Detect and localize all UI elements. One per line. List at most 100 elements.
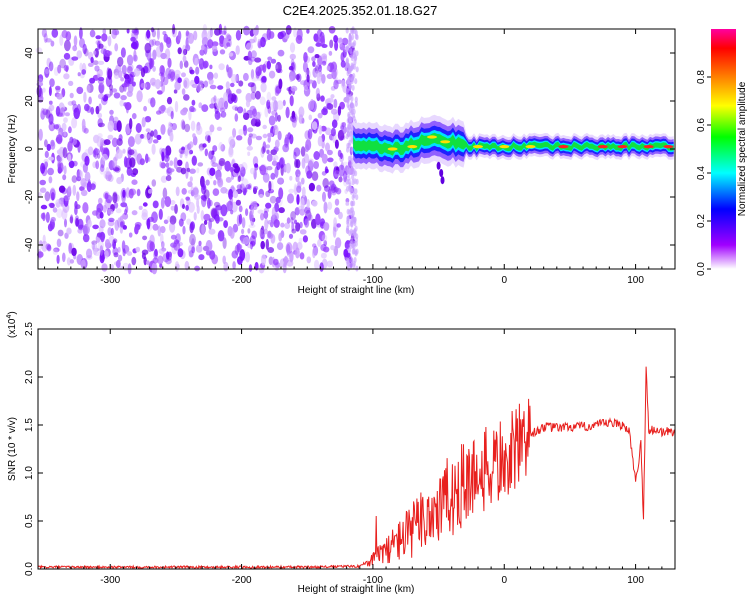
spectrogram-noise-cell xyxy=(264,218,269,230)
spectrogram-noise-cell xyxy=(330,94,335,99)
spectrogram-noise-cell xyxy=(261,254,267,266)
spectrogram-noise-cell xyxy=(65,65,69,73)
spectrogram-noise-cell xyxy=(187,181,193,188)
spectrogram-noise-cell xyxy=(243,188,248,193)
spectrogram-noise-cell xyxy=(161,151,165,162)
spectrogram-noise-cell xyxy=(39,179,46,186)
spectrogram-noise-cell xyxy=(93,134,100,144)
spectrogram-noise-cell xyxy=(208,78,214,85)
spectrogram-noise-cell xyxy=(238,213,243,225)
spectrogram-noise-cell xyxy=(337,129,345,141)
spectrogram-noise-cell xyxy=(56,93,63,100)
spectrogram-noise-cell xyxy=(212,145,218,152)
spectrogram-noise-cell xyxy=(308,114,313,121)
spectrogram-noise-cell xyxy=(191,246,196,254)
spectrogram-noise-cell xyxy=(48,202,55,207)
spectrogram-noise-cell xyxy=(223,92,229,104)
signal-peak xyxy=(440,140,451,144)
spectrogram-noise-cell xyxy=(353,231,357,238)
spectrogram-noise-cell xyxy=(306,170,313,179)
spectrogram-noise-cell xyxy=(139,134,145,139)
spectrogram-noise-cell xyxy=(77,228,83,234)
spectrogram-noise-cell xyxy=(44,139,48,148)
spectrogram-noise-cell xyxy=(42,87,46,93)
spectrogram-noise-cell xyxy=(301,186,306,198)
spectrogram-noise-cell xyxy=(190,120,196,131)
spectrogram-noise-cell xyxy=(218,63,225,71)
spectrogram-noise-cell xyxy=(334,139,339,149)
spectrogram-noise-cell xyxy=(146,260,150,265)
spectrogram-noise-cell xyxy=(249,235,256,248)
spectrogram-noise-cell xyxy=(114,165,121,173)
spectrogram-noise-cell xyxy=(295,169,301,178)
spectrogram-noise-cell xyxy=(161,247,167,252)
spectrogram-noise-cell xyxy=(209,167,216,176)
spectrogram-noise-cell xyxy=(144,62,152,74)
spectrogram-noise-cell xyxy=(247,243,253,249)
spectrogram-noise-cell xyxy=(135,246,141,253)
spectrogram-noise-cell xyxy=(68,242,73,254)
spectrogram-noise-cell xyxy=(352,200,356,207)
spectrogram-noise-cell xyxy=(295,159,301,169)
spectrogram-noise-cell xyxy=(56,149,63,155)
spectrogram-noise-cell xyxy=(79,27,83,40)
spectrogram-noise-cell xyxy=(347,246,352,253)
x-tick-label: 100 xyxy=(627,275,644,286)
signal-peak xyxy=(525,145,536,149)
spectrogram-noise-cell xyxy=(135,123,142,133)
spectrogram-noise-cell xyxy=(209,124,215,133)
spectrogram-noise-cell xyxy=(216,176,223,186)
y-tick-label: 2.5 xyxy=(24,322,35,336)
y-tick-label: 0 xyxy=(24,146,35,152)
spectrogram-noise-cell xyxy=(209,84,217,90)
spectrogram-noise-cell xyxy=(169,200,176,205)
spectrogram-noise-cell xyxy=(330,245,335,251)
spectrogram-noise-cell xyxy=(101,33,108,42)
spectrogram-noise-cell xyxy=(289,42,296,53)
spectrogram-noise-cell xyxy=(48,61,54,72)
spectrogram-noise-cell xyxy=(262,124,268,130)
spectrogram-noise-cell xyxy=(133,68,141,77)
spectrogram-noise-cell xyxy=(197,58,203,64)
spectrogram-noise-cell xyxy=(347,111,351,118)
spectrogram-noise-cell xyxy=(354,30,358,36)
spectrogram-noise-cell xyxy=(80,178,87,188)
spectrogram-noise-cell xyxy=(153,129,158,138)
spectrogram-noise-cell xyxy=(190,79,195,87)
spectrogram-noise-cell xyxy=(181,120,186,130)
spectrogram-noise-cell xyxy=(120,95,127,101)
spectrogram-noise-cell xyxy=(202,60,209,69)
spectrogram-noise-cell xyxy=(243,25,250,36)
spectrogram-noise-cell xyxy=(355,194,359,201)
spectrogram-noise-cell xyxy=(277,130,282,141)
spectrogram-noise-cell xyxy=(185,196,190,201)
spectrogram-noise-cell xyxy=(296,185,302,193)
spectrogram-noise-cell xyxy=(187,201,195,213)
spectrogram-noise-cell xyxy=(313,161,319,169)
spectrogram-noise-cell xyxy=(95,160,100,170)
spectrogram-noise-cell xyxy=(72,184,77,196)
snr-x-axis: -300 -200 -100 0 100 xyxy=(44,329,676,586)
spectrogram-noise-cell xyxy=(350,102,354,109)
spectrogram-noise-cell xyxy=(354,78,358,85)
spectrogram-noise-cell xyxy=(257,38,261,47)
spectrogram-noise-cell xyxy=(107,120,115,132)
spectrogram-panel: -300 -200 -100 0 100 40 20 0 -20 -40 Height of s… xyxy=(7,23,676,296)
spectrogram-noise-cell xyxy=(56,134,63,145)
spectrogram-noise-cell xyxy=(80,259,86,269)
spectrogram-noise-cell xyxy=(275,112,278,122)
colorbar-tick-label: 0.6 xyxy=(696,118,707,132)
spectrogram-noise-cell xyxy=(265,144,271,149)
spectrogram-noise-cell xyxy=(334,207,340,215)
spectrogram-noise-cell xyxy=(89,77,96,84)
spectrogram-noise-cell xyxy=(321,153,328,164)
spectrogram-noise-cell xyxy=(243,112,250,121)
spectrogram-noise-cell xyxy=(340,60,346,68)
spectrogram-noise-cell xyxy=(275,64,279,69)
spectrogram-noise-cell xyxy=(255,111,261,121)
spectrogram-noise-cell xyxy=(334,170,340,178)
spectrogram-noise-cell xyxy=(93,251,101,256)
spectrogram-noise-cell xyxy=(291,228,297,234)
spectrogram-noise-cell xyxy=(311,56,316,62)
spectrogram-noise-cell xyxy=(258,229,264,238)
